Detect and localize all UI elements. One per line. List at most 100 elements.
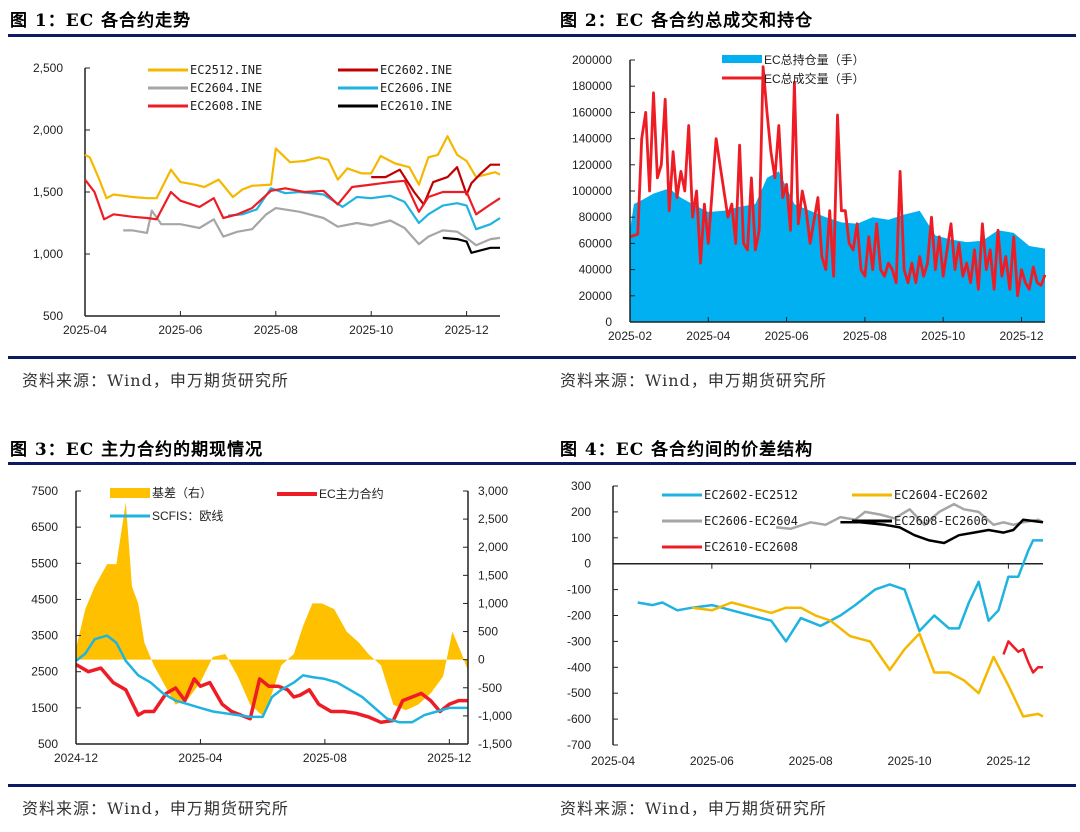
- x-tick-label: 2025-02: [608, 329, 652, 343]
- row-1-bottom-rule: [8, 356, 1076, 359]
- y-tick-label: 2,000: [33, 123, 63, 137]
- y-tick-label-right: -1,500: [478, 737, 512, 751]
- x-tick-label: 2025-10: [349, 323, 393, 337]
- y-tick-label: 40000: [579, 263, 613, 277]
- legend-label-ec2610-ec2608: EC2610-EC2608: [704, 540, 798, 554]
- figure-3-title: 图 3：EC 主力合约的期现情况: [10, 440, 264, 460]
- x-tick-label: 2025-08: [843, 329, 887, 343]
- x-tick-label: 2025-12: [445, 323, 489, 337]
- y-tick-label: -300: [567, 634, 591, 648]
- y-tick-label-left: 5500: [31, 556, 58, 570]
- figure-1-source: 资料来源：Wind，申万期货研究所: [22, 371, 289, 390]
- legend-label-ec2604-ine: EC2604.INE: [190, 81, 262, 95]
- legend-label-scfis: SCFIS：欧线: [152, 509, 223, 523]
- figure-1-title: 图 1：EC 各合约走势: [10, 11, 192, 31]
- legend-label-ec2606-ine: EC2606.INE: [380, 81, 452, 95]
- y-tick-label-right: 500: [478, 625, 498, 639]
- series-line-ec2610-ec2608: [1002, 640, 1043, 674]
- y-tick-label: -400: [567, 660, 591, 674]
- legend-label-ec2608-ec2606: EC2608-EC2606: [894, 514, 988, 528]
- y-tick-label: 300: [571, 479, 591, 493]
- x-tick-label: 2025-10: [888, 754, 932, 768]
- legend-label-ec2602-ine: EC2602.INE: [380, 63, 452, 77]
- legend-label-volume: EC总成交量（手）: [764, 71, 865, 86]
- series-line-ec2512-ine: [84, 135, 501, 200]
- figure-2-title: 图 2：EC 各合约总成交和持仓: [560, 11, 814, 31]
- legend-swatch-basis: [110, 488, 150, 498]
- y-tick-label-right: 3,000: [478, 484, 508, 498]
- series-area-open-interest: [630, 171, 1045, 322]
- series-line-ec2604-ine: [123, 207, 501, 247]
- x-tick-label: 2025-04: [591, 754, 635, 768]
- y-tick-label-left: 6500: [31, 520, 58, 534]
- x-tick-label: 2025-04: [686, 329, 730, 343]
- legend-swatch-open-interest: [722, 55, 762, 63]
- x-tick-label: 2025-04: [63, 323, 107, 337]
- series-line-ec2610-ine: [442, 236, 500, 254]
- series-line-volume: [629, 65, 1047, 298]
- row-2-bottom-rule: [8, 784, 1076, 787]
- y-tick-label: 1,000: [33, 247, 63, 261]
- series-line-ec-main: [75, 662, 468, 725]
- series-line-ec2608-ec2606: [840, 518, 1044, 545]
- y-tick-label: 0: [605, 315, 612, 329]
- x-tick-label: 2025-06: [690, 754, 734, 768]
- y-tick-label-right: 1,500: [478, 568, 508, 582]
- x-tick-label: 2025-12: [986, 754, 1030, 768]
- y-tick-label: 140000: [572, 132, 612, 146]
- x-tick-label: 2025-10: [921, 329, 965, 343]
- series-line-ec2606-ine: [228, 187, 501, 231]
- figure-3-top-rule: [8, 462, 540, 465]
- y-tick-label: 60000: [579, 236, 613, 250]
- y-tick-label: 500: [43, 309, 63, 323]
- y-tick-label: -500: [567, 686, 591, 700]
- y-tick-label-left: 3500: [31, 629, 58, 643]
- legend-label-open-interest: EC总持仓量（手）: [764, 52, 865, 67]
- y-tick-label: 180000: [572, 79, 612, 93]
- series-line-scfis: [75, 634, 468, 724]
- legend-label-ec2606-ec2604: EC2606-EC2604: [704, 514, 798, 528]
- y-tick-label: -700: [567, 738, 591, 752]
- figure-3-chart: 2024-12 2025-04 2025-08 2025-12 500 1500 2500 3…: [31, 484, 512, 765]
- legend-label-ec2512-ine: EC2512.INE: [190, 63, 262, 77]
- series-line-ec2602-ec2512: [637, 539, 1043, 643]
- figure-1-top-rule: [8, 34, 540, 37]
- figure-2-top-rule: [540, 34, 1076, 37]
- y-tick-label-right: 0: [478, 653, 485, 667]
- legend-label-ec2604-ec2602: EC2604-EC2602: [894, 488, 988, 502]
- y-tick-label: 2,500: [33, 61, 63, 75]
- figure-4-top-rule: [540, 462, 1076, 465]
- series-line-ec2606-ec2604: [775, 502, 1044, 530]
- y-tick-label: 160000: [572, 105, 612, 119]
- x-tick-label: 2025-06: [765, 329, 809, 343]
- y-tick-label-left: 7500: [31, 484, 58, 498]
- y-tick-label-right: 1,000: [478, 596, 508, 610]
- x-tick-label: 2025-08: [303, 751, 347, 765]
- y-tick-label: 1,500: [33, 185, 63, 199]
- y-tick-label: -600: [567, 712, 591, 726]
- y-tick-label: 120000: [572, 158, 612, 172]
- series-line-ec2604-ec2602: [691, 601, 1044, 718]
- x-tick-label: 2025-04: [178, 751, 222, 765]
- y-tick-label: 100000: [572, 184, 612, 198]
- y-tick-label-left: 4500: [31, 592, 58, 606]
- x-tick-label: 2025-12: [999, 329, 1043, 343]
- y-tick-label-left: 2500: [31, 665, 58, 679]
- y-tick-label: 80000: [579, 210, 613, 224]
- x-tick-label: 2024-12: [54, 751, 98, 765]
- figure-1-chart: 2025-04 2025-06 2025-08 2025-10 2025-12 500 1,…: [33, 61, 501, 337]
- y-tick-label-right: 2,500: [478, 512, 508, 526]
- y-tick-label-right: 2,000: [478, 540, 508, 554]
- y-tick-label-left: 1500: [31, 701, 58, 715]
- x-tick-label: 2025-06: [158, 323, 202, 337]
- legend-label-ec2602-ec2512: EC2602-EC2512: [704, 488, 798, 502]
- y-tick-label-left: 500: [38, 737, 58, 751]
- figure-2-source: 资料来源：Wind，申万期货研究所: [560, 371, 827, 390]
- y-tick-label: -200: [567, 609, 591, 623]
- figure-3-source: 资料来源：Wind，申万期货研究所: [22, 799, 289, 818]
- y-tick-label: 200: [571, 505, 591, 519]
- legend-label-ec2610-ine: EC2610.INE: [380, 99, 452, 113]
- legend-label-basis: 基差（右）: [152, 485, 212, 500]
- y-tick-label: -100: [567, 583, 591, 597]
- y-tick-label: 200000: [572, 53, 612, 67]
